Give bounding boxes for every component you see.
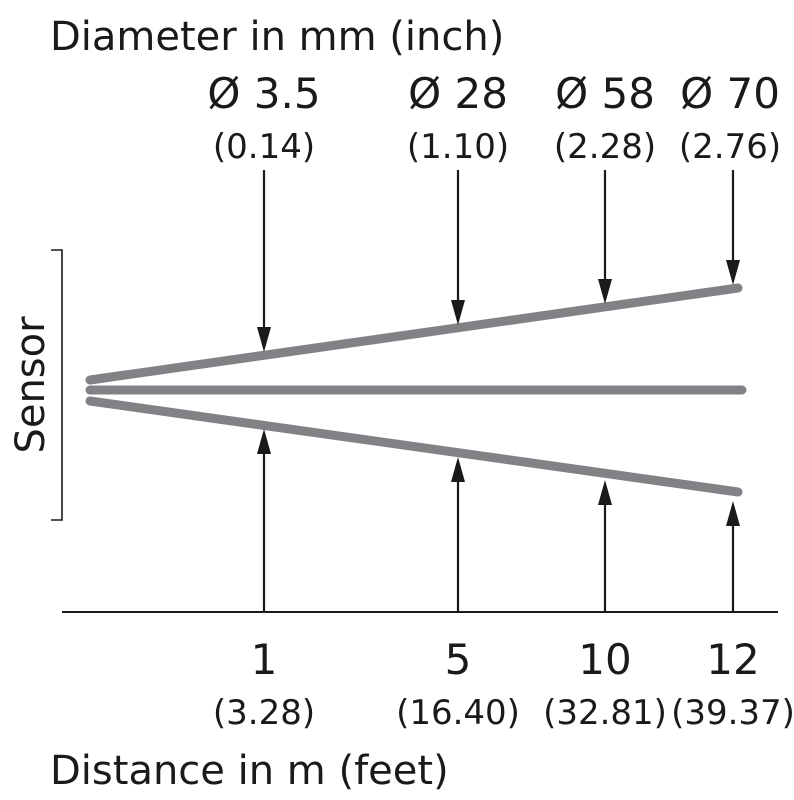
sensor-label: Sensor <box>8 316 54 454</box>
arrowhead-up-3 <box>598 480 612 505</box>
distance-feet-label-2: (16.40) <box>396 693 520 733</box>
beam-lower-edge <box>85 396 743 497</box>
distance-feet-label-3: (32.81) <box>543 693 667 733</box>
arrowhead-up-4 <box>726 501 740 526</box>
distance-feet-label-4: (39.37) <box>671 693 794 733</box>
diameter-inch-label-3: (2.28) <box>554 127 656 167</box>
diameter-label-2: Ø 28 <box>408 69 508 118</box>
diameter-label-3: Ø 58 <box>555 69 655 118</box>
beam-upper-edge <box>85 283 743 385</box>
distance-label-3: 10 <box>578 635 631 684</box>
diameter-inch-label-2: (1.10) <box>407 127 509 167</box>
diameter-inch-label-1: (0.14) <box>213 127 315 167</box>
arrowhead-down-2 <box>451 300 465 325</box>
arrowhead-down-3 <box>598 279 612 304</box>
arrowhead-down-1 <box>257 327 271 352</box>
arrowhead-up-1 <box>257 429 271 454</box>
distance-label-4: 12 <box>706 635 759 684</box>
distance-title: Distance in m (feet) <box>50 748 449 794</box>
diameter-title: Diameter in mm (inch) <box>50 14 504 60</box>
diameter-inch-label-4: (2.76) <box>679 127 781 167</box>
sensor-bracket <box>51 249 63 521</box>
diameter-label-4: Ø 70 <box>680 69 780 118</box>
distance-feet-label-1: (3.28) <box>213 693 315 733</box>
arrowhead-down-4 <box>726 260 740 285</box>
arrowhead-up-2 <box>451 457 465 482</box>
diameter-label-1: Ø 3.5 <box>207 69 320 118</box>
distance-label-1: 1 <box>251 635 278 684</box>
distance-label-2: 5 <box>445 635 472 684</box>
